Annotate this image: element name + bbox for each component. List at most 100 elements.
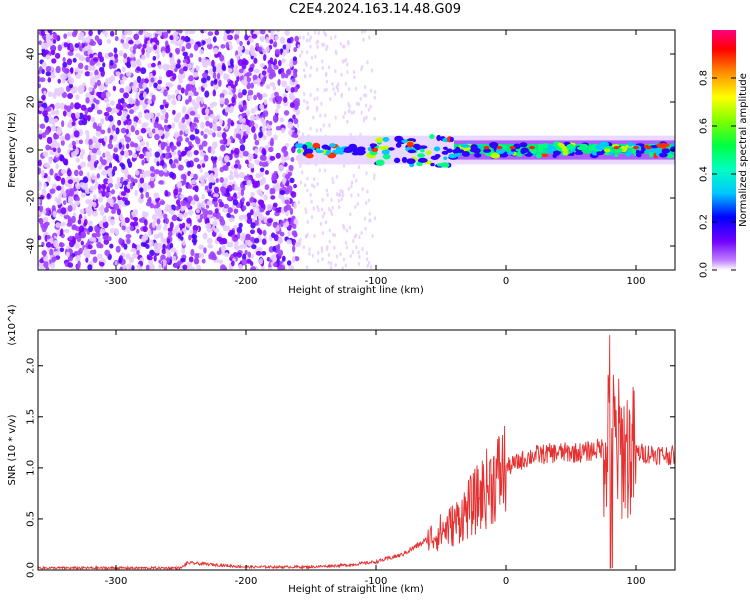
heatmap-cell [39,265,45,270]
heatmap-cell [125,253,131,260]
heatmap-cell [55,175,62,182]
heatmap-cell [313,97,316,102]
heatmap-cell [229,170,234,176]
heatmap-cell [85,56,91,63]
heatmap-cell [68,188,75,194]
heatmap-cell [345,245,349,250]
heatmap-cell [287,121,294,129]
heatmap-cell [440,162,450,168]
heatmap-cell [80,104,87,111]
heatmap-cell [45,65,52,72]
heatmap-cell [263,54,267,61]
heatmap-cell [324,32,328,37]
heatmap-cell [279,117,285,123]
heatmap-cell [75,184,81,190]
heatmap-cell [354,86,358,91]
heatmap-cell [41,48,46,53]
heatmap-cell [281,80,288,88]
heatmap-cell [139,187,144,194]
heatmap-cell [288,130,293,136]
heatmap-cell [238,264,243,270]
heatmap-cell [193,194,199,202]
heatmap-cell [169,63,176,70]
heatmap-cell [169,221,174,229]
heatmap-cell [151,214,157,221]
heatmap-cell [362,37,365,42]
heatmap-cell [530,148,537,154]
heatmap-cell [268,120,273,126]
heatmap-hotspot [483,146,490,150]
heatmap-cell [186,217,192,224]
heatmap-cell [55,65,61,74]
heatmap-cell [204,90,210,98]
heatmap-cell [66,222,73,227]
heatmap-cell [576,146,587,151]
heatmap-cell [147,229,152,237]
heatmap-cell [350,184,353,189]
heatmap-cell [327,252,331,257]
heatmap-cell [195,214,201,220]
colorbar-tick-label: 0.6 [699,118,710,134]
heatmap-cell [195,137,201,145]
heatmap-cell [295,109,301,116]
heatmap-cell [130,125,136,133]
heatmap-cell [220,44,226,49]
heatmap-cell [155,116,159,123]
heatmap-cell [76,254,82,260]
heatmap-cell [202,208,209,217]
heatmap-cell [406,141,414,148]
heatmap-cell [161,248,167,255]
heatmap-cell [281,58,286,64]
heatmap-cell [46,106,52,112]
heatmap-cell [329,36,333,41]
heatmap-cell [72,145,77,150]
heatmap-cell [182,51,188,57]
heatmap-cell [292,223,297,229]
heatmap-cell [71,225,77,231]
heatmap-cell [265,36,271,44]
heatmap-cell [163,167,168,173]
heatmap-cell [129,225,135,232]
heatmap-cell [72,86,78,94]
heatmap-cell [473,153,482,158]
heatmap-cell [84,71,91,77]
heatmap-cell [661,148,670,154]
snr-xtick-label: 0 [503,576,509,587]
heatmap-cell [45,241,52,248]
heatmap-cell [99,261,105,267]
heatmap-cell [216,72,221,80]
heatmap-cell [38,129,43,135]
heatmap-cell [325,47,328,52]
heatmap-cell [350,180,354,185]
heatmap-cell [198,176,203,182]
heatmap-cell [328,239,331,244]
heatmap-cell [176,181,183,189]
heatmap-cell [290,157,295,163]
heatmap-cell [51,126,57,132]
snr-axes: -300 -200 -100 0 100 0.0 0.5 1.0 1.5 2.0 [26,330,675,587]
heatmap-cell [145,141,150,148]
heatmap-cell [313,30,317,35]
heatmap-cell [407,149,417,154]
colorbar-label: Normalized spectral amplitude [738,73,749,227]
heatmap-cell [188,256,194,263]
heatmap-cell [80,148,86,156]
heatmap-cell [331,176,334,181]
heatmap-cell [237,59,244,67]
heatmap-cell [121,76,128,81]
heatmap-cell [158,211,164,220]
heatmap-cell [133,142,139,148]
heatmap-cell [100,204,105,211]
heatmap-cell [53,133,60,140]
heatmap-cell [82,176,89,184]
heatmap-cell [219,54,225,62]
heatmap-cell [129,109,135,115]
heatmap-cell [369,88,373,93]
heatmap-cell [94,142,98,150]
heatmap-cell [259,207,265,213]
heatmap-cell [429,134,435,140]
heatmap-cell [174,262,179,269]
heatmap-cell [66,31,73,37]
heatmap-cell [253,79,258,85]
